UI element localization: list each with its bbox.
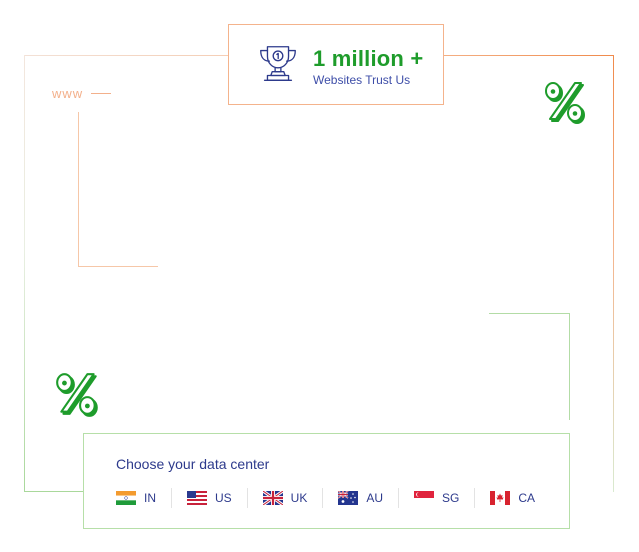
inner-bracket-orange-horizontal — [78, 266, 158, 267]
www-label: www — [52, 86, 84, 101]
canada-flag-icon — [490, 491, 511, 505]
frame-right-line — [613, 55, 614, 492]
datacenter-option-ca[interactable]: CA — [490, 491, 535, 505]
uk-flag-icon — [262, 491, 283, 505]
datacenter-code: CA — [518, 491, 536, 505]
divider — [246, 488, 248, 508]
percent-icon — [56, 373, 98, 417]
australia-flag-icon — [338, 491, 359, 505]
divider — [322, 488, 324, 508]
inner-bracket-orange-vertical — [78, 112, 79, 267]
datacenter-selector: Choose your data center IN US — [83, 433, 570, 529]
datacenter-code: IN — [144, 491, 156, 505]
badge-title: 1 million + — [313, 46, 424, 71]
www-dash — [91, 93, 112, 94]
datacenter-code: AU — [366, 491, 384, 505]
datacenter-code: US — [215, 491, 232, 505]
divider — [474, 488, 476, 508]
trophy-icon — [260, 46, 296, 81]
www-decoration: www — [52, 86, 112, 101]
inner-bracket-green-horizontal — [489, 313, 570, 314]
frame-left-line — [24, 55, 25, 492]
usa-flag-icon — [187, 491, 207, 505]
datacenter-option-us[interactable]: US — [187, 491, 232, 505]
india-flag-icon — [116, 491, 136, 505]
divider — [398, 488, 400, 508]
singapore-flag-icon — [414, 491, 435, 505]
datacenter-option-au[interactable]: AU — [338, 491, 383, 505]
datacenter-option-in[interactable]: IN — [116, 491, 156, 505]
datacenter-option-sg[interactable]: SG — [414, 491, 459, 505]
divider — [171, 488, 172, 508]
datacenter-title: Choose your data center — [116, 456, 270, 472]
datacenter-code: UK — [290, 491, 308, 505]
datacenter-option-uk[interactable]: UK — [262, 491, 308, 505]
datacenter-code: SG — [442, 491, 460, 505]
inner-bracket-green-vertical — [569, 313, 570, 420]
percent-icon — [545, 82, 585, 124]
badge-subtitle: Websites Trust Us — [313, 73, 411, 87]
frame-bottom-line — [24, 491, 84, 492]
trust-badge: 1 million + Websites Trust Us — [228, 24, 444, 105]
datacenter-list: IN US UK — [116, 488, 535, 508]
